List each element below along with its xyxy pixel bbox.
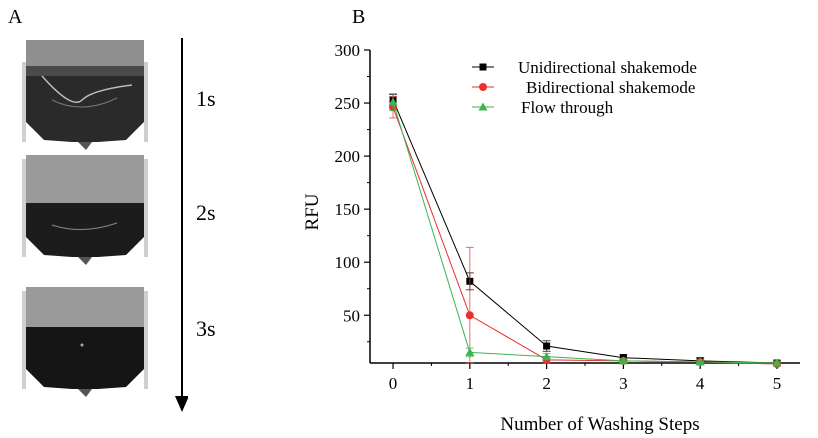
legend-label: Flow through: [521, 98, 614, 117]
y-axis-label: RFU: [302, 193, 323, 230]
x-tick-label: 0: [389, 374, 398, 393]
x-axis-label: Number of Washing Steps: [500, 414, 699, 435]
data-point: [465, 347, 475, 356]
data-point: [542, 352, 552, 361]
legend-entry-2: Flow through: [472, 98, 614, 117]
washing-steps-chart: 50 100 150 200 250 300 0 1 2 3 4 5 Unidirectional s…: [302, 41, 800, 435]
y-tick-label: 150: [335, 200, 361, 219]
panel-b-label: B: [352, 6, 366, 28]
data-point: [388, 97, 398, 106]
data-point: [772, 358, 782, 367]
time-label-2s: 2s: [196, 200, 216, 225]
chamber-photo-3s: [22, 287, 148, 399]
data-point: [465, 311, 474, 320]
chamber-photo-1s: [22, 40, 148, 152]
x-tick-label: 1: [466, 374, 475, 393]
y-tick-label: 250: [335, 94, 361, 113]
x-tick-label: 5: [773, 374, 782, 393]
legend-label: Bidirectional shakemode: [526, 78, 695, 97]
chart-series: [388, 93, 782, 369]
time-label-3s: 3s: [196, 316, 216, 341]
series-line: [392, 99, 777, 364]
x-tick-label: 4: [696, 374, 705, 393]
data-point: [695, 357, 705, 366]
x-tick-label: 3: [619, 374, 628, 393]
y-tick-label: 200: [335, 147, 361, 166]
series-2: [388, 93, 782, 367]
series-1: [389, 96, 781, 369]
data-point: [618, 356, 628, 365]
time-label-1s: 1s: [196, 86, 216, 111]
chart-axes: 50 100 150 200 250 300 0 1 2 3 4 5: [335, 41, 800, 393]
series-0: [389, 94, 781, 367]
legend-marker: [478, 102, 488, 111]
legend-marker: [479, 83, 487, 91]
y-tick-label: 300: [335, 41, 361, 60]
time-arrow: [175, 38, 188, 412]
y-tick-label: 50: [343, 306, 360, 325]
y-tick-label: 100: [335, 253, 361, 272]
legend-entry-1: Bidirectional shakemode: [472, 78, 695, 97]
legend-label: Unidirectional shakemode: [518, 58, 697, 77]
x-tick-label: 2: [542, 374, 551, 393]
legend-marker: [479, 63, 487, 71]
series-line: [392, 101, 777, 364]
chamber-photo-2s: [22, 155, 148, 267]
legend-entry-0: Unidirectional shakemode: [472, 58, 697, 77]
data-point: [543, 342, 551, 350]
panel-a-label: A: [8, 6, 23, 28]
